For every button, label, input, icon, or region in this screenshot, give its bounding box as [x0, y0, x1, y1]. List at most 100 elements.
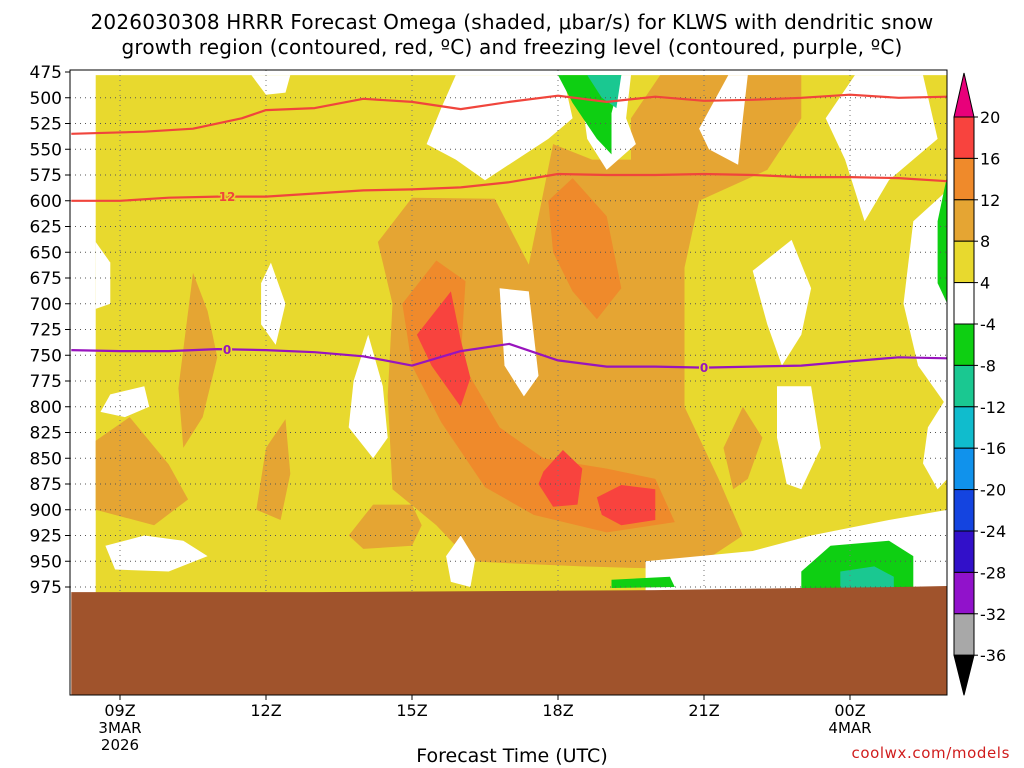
- y-tick-label-525: 525: [30, 115, 62, 135]
- colorbar-label-6: -8: [980, 356, 996, 375]
- omega-region-orange-09z: [178, 272, 218, 448]
- x-tick-label-09Z-1: 3MAR: [98, 719, 141, 737]
- omega-region-teal-2: [840, 566, 894, 593]
- x-tick-label-09Z-0: 09Z: [104, 701, 135, 720]
- colorbar-bin-6: [953, 323, 975, 366]
- omega-region-white-gap-11: [100, 386, 150, 418]
- colorbar-bin-4: [953, 240, 975, 284]
- colorbar-bin-1: [953, 116, 975, 159]
- contour-line-0: [71, 93, 947, 135]
- omega-colorbar: 20 16 12 8 4 -4 -8 -12 -16 -20 -24 -28 -32 -36: [953, 72, 1006, 696]
- y-tick-label-850: 850: [30, 449, 62, 469]
- y-tick-label-950: 950: [30, 552, 62, 572]
- omega-region-dark-orange-18z: [548, 178, 622, 320]
- omega-region-red-core-1: [416, 291, 471, 407]
- contour-label-2-0: 0: [223, 343, 231, 357]
- omega-region-white-gap-13: [777, 386, 821, 490]
- omega-region-orange-14z: [348, 504, 422, 549]
- x-axis-title: Forecast Time (UTC): [416, 745, 608, 767]
- omega-region-white-gap-5: [825, 75, 938, 222]
- colorbar-bin-9: [953, 447, 975, 491]
- colorbar-bin-12: [953, 571, 975, 615]
- colorbar-label-0: 20: [980, 108, 1000, 127]
- y-tick-label-925: 925: [30, 527, 62, 547]
- y-tick-label-475: 475: [30, 63, 62, 83]
- colorbar-bin-7: [953, 364, 975, 408]
- contour-line-1: [71, 172, 947, 202]
- y-tick-label-725: 725: [30, 321, 62, 341]
- omega-region-white-gap-8: [95, 242, 111, 309]
- terrain-layer: [71, 586, 947, 695]
- omega-region-orange-12z: [256, 419, 291, 520]
- omega-region-white-gap-9: [261, 262, 286, 345]
- colorbar-label-8: -16: [980, 439, 1006, 458]
- omega-region-white-gap-7: [903, 190, 947, 407]
- omega-region-white-gap-12: [499, 288, 539, 397]
- y-tick-label-875: 875: [30, 475, 62, 495]
- y-axis-pressure-levels: 475 500 525 550 575 600 625 650 675 700 725 750 775 8…: [30, 63, 70, 598]
- colorbar-bin-13: [953, 613, 975, 656]
- omega-region-white-gap-6: [752, 239, 812, 366]
- omega-region-green-4: [611, 576, 675, 588]
- colorbar-label-3: 8: [980, 232, 990, 251]
- y-tick-label-800: 800: [30, 398, 62, 418]
- contour-lines-layer: 12 0 0: [71, 93, 947, 377]
- y-tick-label-650: 650: [30, 243, 62, 263]
- colorbar-label-9: -20: [980, 481, 1006, 500]
- colorbar-bin-3: [953, 199, 975, 242]
- y-tick-label-900: 900: [30, 501, 62, 521]
- x-tick-label-00Z-0: 00Z: [834, 701, 865, 720]
- terrain-ground: [71, 586, 947, 695]
- colorbar-bin-10: [953, 489, 975, 532]
- colorbar-max-triangle: [953, 72, 975, 118]
- omega-region-red-core-3: [596, 485, 656, 526]
- y-tick-label-975: 975: [30, 578, 62, 598]
- omega-region-white-gap-14: [105, 535, 208, 572]
- omega-region-orange-20z: [723, 406, 763, 490]
- omega-shading-layer: [95, 75, 947, 598]
- chart-title-line-1: 2026030308 HRRR Forecast Omega (shaded, …: [90, 10, 934, 34]
- colorbar-label-12: -32: [980, 605, 1006, 624]
- omega-region-white-gap-10: [348, 334, 388, 459]
- colorbar-label-7: -12: [980, 398, 1006, 417]
- colorbar-bin-5: [953, 282, 975, 325]
- omega-region-dark-orange-16z: [402, 260, 675, 533]
- x-tick-label-18Z-0: 18Z: [542, 701, 573, 720]
- x-tick-label-12Z-0: 12Z: [250, 701, 281, 720]
- omega-region-white-gap-1: [251, 75, 291, 95]
- credit-link[interactable]: coolwx.com/models: [851, 744, 1010, 762]
- plot-frame: [69, 69, 948, 696]
- y-tick-label-550: 550: [30, 140, 62, 160]
- y-tick-label-625: 625: [30, 218, 62, 238]
- y-tick-label-500: 500: [30, 89, 62, 109]
- colorbar-label-5: -4: [980, 315, 996, 334]
- omega-region-green-2: [937, 176, 947, 304]
- y-tick-label-600: 600: [30, 192, 62, 212]
- y-tick-label-750: 750: [30, 346, 62, 366]
- plot-border: [69, 69, 948, 696]
- colorbar-label-10: -24: [980, 522, 1006, 541]
- contour-line-2: [71, 342, 947, 369]
- colorbar-min-triangle: [953, 654, 975, 696]
- colorbar-label-1: 16: [980, 149, 1000, 168]
- colorbar-bin-2: [953, 157, 975, 201]
- omega-region-white-gap-17: [923, 396, 947, 490]
- omega-region-teal-1: [587, 75, 622, 109]
- y-tick-label-700: 700: [30, 295, 62, 315]
- contour-label-2-1: 0: [700, 361, 708, 375]
- omega-region-red-core-2: [538, 450, 583, 507]
- y-tick-label-775: 775: [30, 372, 62, 392]
- colorbar-bin-8: [953, 406, 975, 449]
- colorbar-bin-11: [953, 530, 975, 573]
- colorbar-label-11: -28: [980, 563, 1006, 582]
- x-tick-label-09Z-2: 2026: [101, 736, 139, 754]
- chart-title-line-2: growth region (contoured, red, ºC) and f…: [121, 35, 903, 59]
- x-tick-label-21Z-0: 21Z: [688, 701, 719, 720]
- colorbar-label-2: 12: [980, 191, 1000, 210]
- omega-region-orange-08z: [95, 417, 189, 526]
- x-tick-label-00Z-1: 4MAR: [828, 719, 871, 737]
- x-tick-label-15Z-0: 15Z: [396, 701, 427, 720]
- colorbar-label-13: -36: [980, 646, 1006, 665]
